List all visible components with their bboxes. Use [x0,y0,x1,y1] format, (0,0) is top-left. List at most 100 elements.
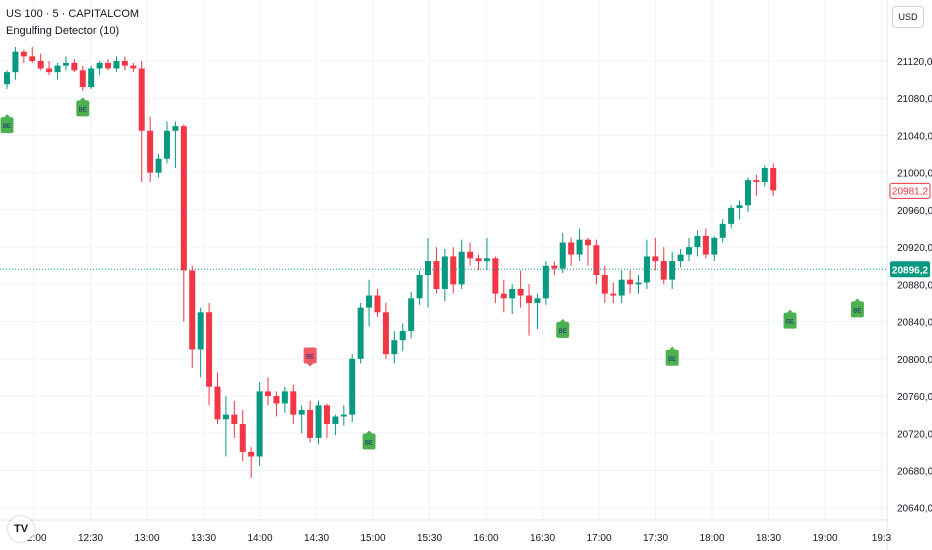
bullish-engulfing-marker: BE [556,318,570,338]
current-price-label: 20981,2 [892,186,929,197]
candle-down [20,51,27,57]
candle-down [374,295,381,313]
marker-box [362,433,376,450]
candle-down [450,256,457,285]
bullish-engulfing-marker: BE [76,97,90,117]
symbol-title[interactable]: US 100 · 5 · CAPITALCOM [6,8,140,20]
bearish-engulfing-marker: BE [303,347,317,367]
candle-up [542,265,549,299]
marker-box [783,312,797,329]
time-tick-label: 16:00 [473,533,498,544]
time-axis[interactable]: 12:00 12:30 13:00 13:30 14:00 14:30 15:00 15:30… [21,533,891,544]
candle-up [399,330,406,341]
candle-up [4,72,10,85]
candle-down [323,405,330,424]
time-tick-label: 14:00 [247,533,272,544]
price-tick-label: 21120,0 [897,57,932,68]
candle-down [121,61,128,66]
candle-down [467,251,474,259]
candle-up [643,256,650,283]
candle-up [12,51,19,73]
candle-up [761,168,768,182]
candle-down [273,396,280,404]
price-tick-label: 21040,0 [897,131,932,142]
time-tick-label: 12:00 [21,533,46,544]
candle-up [349,358,356,415]
candle-down [382,312,389,355]
candle-down [517,289,524,296]
marker-label: BE [79,107,87,113]
time-tick-label: 17:30 [643,533,668,544]
time-tick-label: 18:00 [699,533,724,544]
marker-pointer [79,97,86,101]
marker-pointer [4,114,10,118]
bullish-engulfing-marker: BE [850,298,864,318]
time-tick-label: 13:00 [134,533,159,544]
marker-pointer [366,430,373,434]
candle-up [222,414,229,420]
indicator-legend[interactable]: Engulfing Detector (10) [6,25,120,37]
candle-down [307,409,314,438]
currency-button[interactable]: USD [892,6,924,28]
candle-down [130,65,137,69]
bullish-engulfing-marker: BE [362,430,376,450]
price-tick-label: 20800,0 [897,355,932,366]
candle-up [483,258,490,262]
time-tick-label: 19:3 [872,533,892,544]
candle-down [601,275,608,294]
candles-layer [4,47,777,478]
time-tick-label: 15:30 [417,533,442,544]
marker-box [0,117,14,134]
candle-down [147,130,154,173]
time-tick-label: 16:30 [530,533,555,544]
candle-up [686,247,693,255]
candle-down [433,261,440,290]
time-tick-label: 15:00 [360,533,385,544]
price-axis[interactable]: 21120,0 21080,0 21040,0 21000,0 20960,0 20920… [889,57,932,515]
candle-down [627,279,634,285]
candle-down [652,256,659,262]
candle-up [677,254,684,262]
time-tick-label: 13:30 [191,533,216,544]
marker-pointer [669,346,676,350]
marker-label: BE [559,329,567,335]
candle-down [214,386,221,420]
candle-up [298,409,305,415]
candle-up [719,223,726,238]
candle-up [441,256,448,290]
candle-up [256,391,263,457]
price-tick-label: 20960,0 [897,206,932,217]
marker-label: BE [365,441,373,447]
price-tick-label: 21000,0 [897,169,932,180]
candle-up [635,282,642,285]
candle-up [332,416,339,424]
candle-up [315,405,322,438]
marker-label: BE [853,308,861,314]
candle-up [736,205,743,209]
price-tick-label: 20680,0 [897,466,932,477]
price-tick-label: 20920,0 [897,243,932,254]
candle-down [551,265,558,269]
candle-up [340,414,347,417]
candle-down [610,293,617,296]
marker-pointer [787,309,794,313]
candle-up [62,62,69,66]
candle-up [113,61,120,69]
candle-up [559,242,566,269]
candle-up [366,295,373,308]
candle-down [239,423,246,452]
candle-down [500,293,507,299]
candle-up [694,235,701,248]
candle-up [408,298,415,331]
candle-down [71,62,78,71]
candle-down [29,56,36,61]
engulfing-markers-layer: BEBEBEBEBEBEBEBEBE [0,97,864,450]
candle-down [180,126,187,271]
price-tick-label: 20760,0 [897,392,932,403]
marker-box [665,349,679,366]
tradingview-logo[interactable]: TV [8,516,34,542]
price-tick-label: 20720,0 [897,429,932,440]
candle-down [568,242,575,255]
time-tick-label: 19:00 [812,533,837,544]
